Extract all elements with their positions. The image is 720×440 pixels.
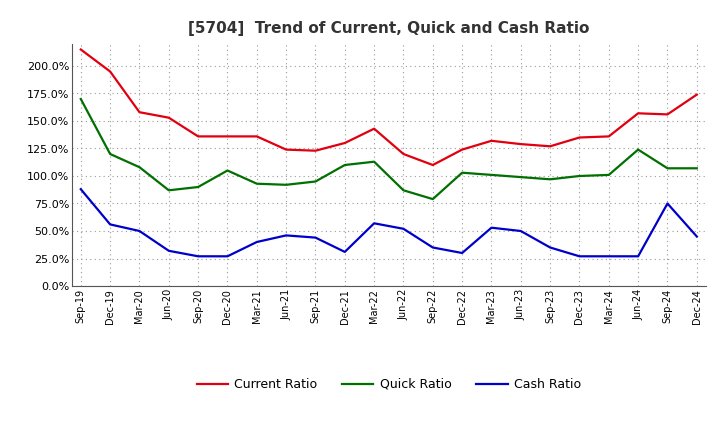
- Quick Ratio: [428, 196, 437, 202]
- Cash Ratio: [458, 250, 467, 256]
- Current Ratio: [282, 147, 290, 152]
- Cash Ratio: [634, 253, 642, 259]
- Current Ratio: [311, 148, 320, 153]
- Cash Ratio: [428, 245, 437, 250]
- Quick Ratio: [487, 172, 496, 177]
- Quick Ratio: [516, 174, 525, 180]
- Legend: Current Ratio, Quick Ratio, Cash Ratio: Current Ratio, Quick Ratio, Cash Ratio: [192, 373, 586, 396]
- Quick Ratio: [106, 151, 114, 157]
- Quick Ratio: [341, 162, 349, 168]
- Line: Quick Ratio: Quick Ratio: [81, 99, 697, 199]
- Cash Ratio: [546, 245, 554, 250]
- Current Ratio: [516, 141, 525, 147]
- Current Ratio: [341, 140, 349, 146]
- Quick Ratio: [575, 173, 584, 179]
- Title: [5704]  Trend of Current, Quick and Cash Ratio: [5704] Trend of Current, Quick and Cash …: [188, 21, 590, 36]
- Cash Ratio: [194, 253, 202, 259]
- Quick Ratio: [282, 182, 290, 187]
- Quick Ratio: [458, 170, 467, 175]
- Current Ratio: [399, 151, 408, 157]
- Cash Ratio: [399, 226, 408, 231]
- Current Ratio: [487, 138, 496, 143]
- Current Ratio: [253, 134, 261, 139]
- Cash Ratio: [341, 249, 349, 254]
- Quick Ratio: [546, 176, 554, 182]
- Cash Ratio: [370, 221, 379, 226]
- Quick Ratio: [194, 184, 202, 190]
- Current Ratio: [546, 143, 554, 149]
- Line: Cash Ratio: Cash Ratio: [81, 189, 697, 256]
- Current Ratio: [370, 126, 379, 131]
- Cash Ratio: [282, 233, 290, 238]
- Cash Ratio: [311, 235, 320, 240]
- Cash Ratio: [693, 234, 701, 239]
- Cash Ratio: [76, 187, 85, 192]
- Current Ratio: [135, 110, 144, 115]
- Line: Current Ratio: Current Ratio: [81, 49, 697, 165]
- Current Ratio: [663, 112, 672, 117]
- Current Ratio: [164, 115, 173, 120]
- Quick Ratio: [663, 165, 672, 171]
- Quick Ratio: [605, 172, 613, 177]
- Quick Ratio: [164, 187, 173, 193]
- Current Ratio: [76, 47, 85, 52]
- Cash Ratio: [106, 222, 114, 227]
- Quick Ratio: [399, 187, 408, 193]
- Cash Ratio: [253, 239, 261, 245]
- Current Ratio: [605, 134, 613, 139]
- Current Ratio: [575, 135, 584, 140]
- Current Ratio: [194, 134, 202, 139]
- Cash Ratio: [605, 253, 613, 259]
- Cash Ratio: [223, 253, 232, 259]
- Cash Ratio: [663, 201, 672, 206]
- Current Ratio: [106, 69, 114, 74]
- Quick Ratio: [693, 165, 701, 171]
- Quick Ratio: [634, 147, 642, 152]
- Current Ratio: [428, 162, 437, 168]
- Cash Ratio: [135, 228, 144, 234]
- Quick Ratio: [370, 159, 379, 164]
- Current Ratio: [693, 92, 701, 97]
- Cash Ratio: [164, 248, 173, 253]
- Current Ratio: [458, 147, 467, 152]
- Quick Ratio: [135, 165, 144, 170]
- Quick Ratio: [76, 96, 85, 102]
- Quick Ratio: [223, 168, 232, 173]
- Current Ratio: [223, 134, 232, 139]
- Cash Ratio: [575, 253, 584, 259]
- Cash Ratio: [487, 225, 496, 231]
- Quick Ratio: [311, 179, 320, 184]
- Current Ratio: [634, 110, 642, 116]
- Cash Ratio: [516, 228, 525, 234]
- Quick Ratio: [253, 181, 261, 187]
